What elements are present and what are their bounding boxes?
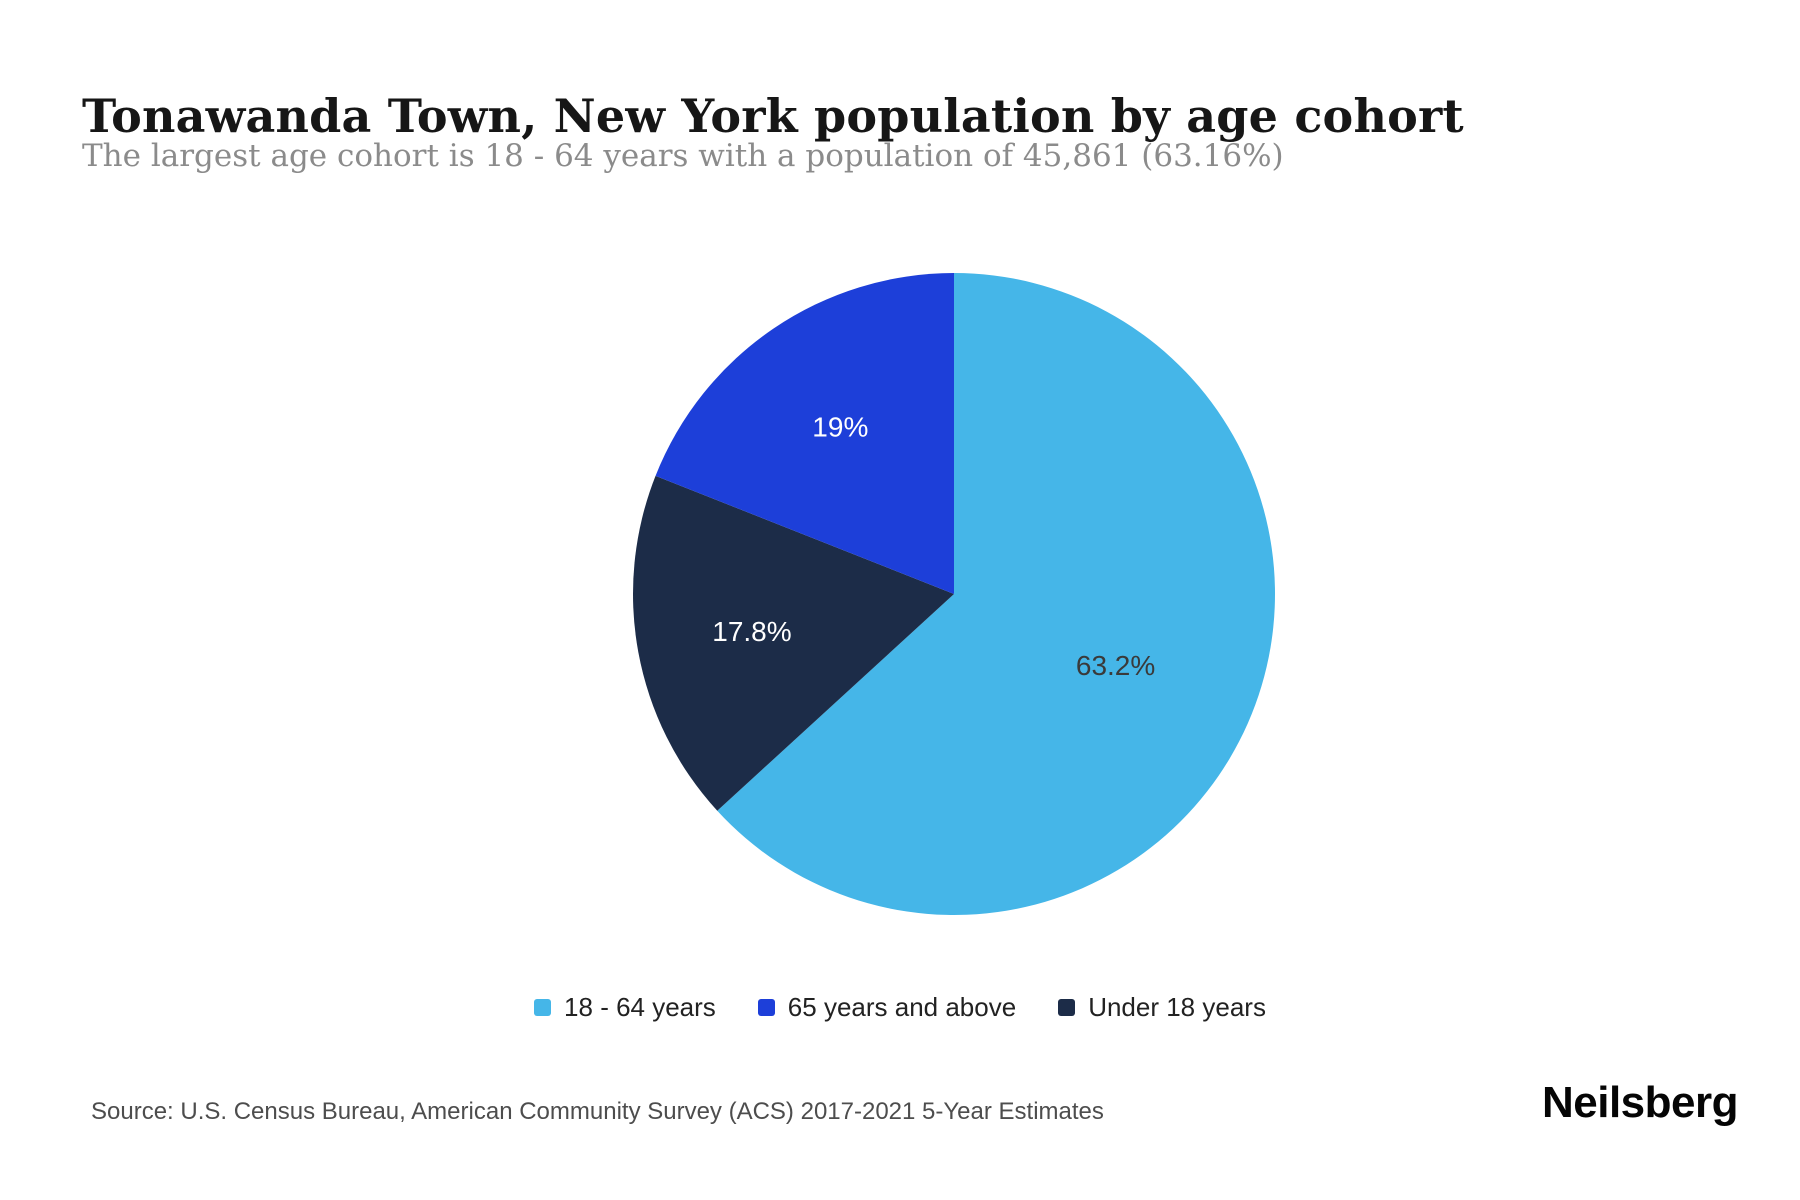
pie-chart-area: 63.2% 17.8% 19% [604, 244, 1304, 944]
legend-label: 65 years and above [787, 992, 1017, 1022]
legend-swatch [757, 999, 775, 1016]
legend-item-1[interactable]: 65 years and above [757, 992, 1017, 1023]
pie-slice-0[interactable] [717, 273, 1276, 915]
legend-label: Under 18 years [1088, 992, 1266, 1022]
page-title: Tonawanda Town, New York population by a… [82, 88, 1464, 143]
source-note: Source: U.S. Census Bureau, American Com… [91, 1098, 1104, 1125]
legend-swatch [534, 999, 552, 1016]
slice-label-2: 19% [812, 412, 868, 443]
legend-label: 18 - 64 years [564, 992, 716, 1022]
brand-logo[interactable]: Neilsberg [1541, 1078, 1739, 1127]
slice-label-0: 63.2% [1076, 650, 1155, 681]
legend-item-0[interactable]: 18 - 64 years [534, 992, 716, 1023]
page-subtitle: The largest age cohort is 18 - 64 years … [82, 138, 1284, 174]
legend-swatch [1058, 999, 1076, 1016]
legend: 18 - 64 years 65 years and above Under 18 … [0, 992, 1800, 1023]
pie-slice-1[interactable] [632, 475, 954, 811]
slice-label-1: 17.8% [712, 616, 791, 647]
legend-item-2[interactable]: Under 18 years [1058, 992, 1266, 1023]
pie-slice-2[interactable] [655, 273, 954, 594]
pie-chart: 63.2% 17.8% 19% [632, 273, 1276, 915]
